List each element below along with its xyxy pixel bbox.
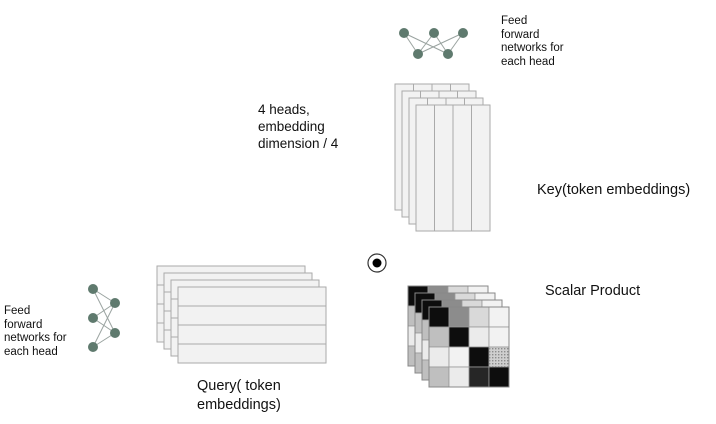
query-label: Query( token embeddings) [197, 378, 281, 413]
attention-cell [488, 326, 510, 348]
attention-cell [428, 346, 450, 368]
ffn-node [88, 342, 98, 352]
ffn-node [429, 28, 439, 38]
ffn-node [399, 28, 409, 38]
ffn-node [413, 49, 423, 59]
scalar-product-label: Scalar Product [545, 283, 641, 299]
ffn-top-network [399, 28, 468, 59]
key-label: Key(token embeddings) [537, 182, 691, 198]
attention-cell [428, 306, 450, 328]
ffn-edge [417, 32, 464, 55]
ffn-node [88, 284, 98, 294]
attention-cell [488, 346, 510, 368]
scalar-product-stack [407, 285, 510, 388]
query-matrix-stack [156, 265, 327, 364]
ffn-left-label: Feed forward networks for each head [4, 305, 67, 358]
attention-cell [468, 326, 490, 348]
ffn-node [443, 49, 453, 59]
attention-cell [428, 366, 450, 388]
attention-matrix-sheet [428, 306, 510, 388]
key-matrix-stack [394, 83, 491, 232]
ffn-left-network [88, 284, 120, 352]
ffn-top-label: Feed forward networks for each head [501, 15, 564, 68]
attention-cell [488, 306, 510, 328]
attention-cell [488, 366, 510, 388]
ffn-node [110, 328, 120, 338]
query-head-sheet [177, 286, 327, 364]
ffn-edge [92, 302, 116, 348]
ffn-node [110, 298, 120, 308]
ffn-node [458, 28, 468, 38]
attention-cell [448, 366, 470, 388]
attention-cell [428, 326, 450, 348]
attention-cell [448, 306, 470, 328]
dot-product-icon [367, 253, 387, 273]
attention-matrix-border [428, 306, 510, 388]
key-head-sheet [415, 104, 491, 232]
attention-cell [448, 346, 470, 368]
attention-cell [468, 366, 490, 388]
attention-cell [468, 306, 490, 328]
attention-cell [448, 326, 470, 348]
ffn-node [88, 313, 98, 323]
attention-cell [468, 346, 490, 368]
heads-label: 4 heads, embedding dimension / 4 [258, 102, 339, 151]
